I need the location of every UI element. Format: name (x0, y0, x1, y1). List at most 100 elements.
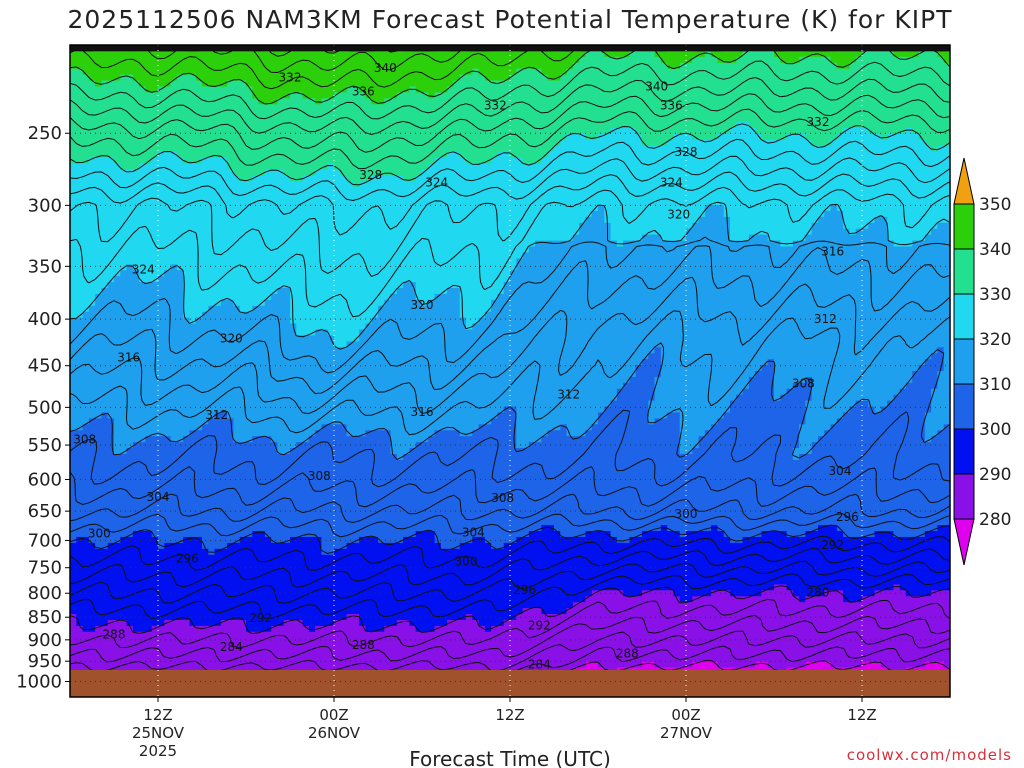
band-cell (127, 69, 134, 76)
band-cell (843, 134, 850, 141)
band-cell (171, 122, 178, 129)
band-cell (196, 51, 203, 58)
band-cell (705, 110, 712, 117)
band-cell (699, 110, 706, 117)
band-cell (277, 158, 284, 165)
band-cell (284, 140, 291, 147)
band-cell (692, 110, 699, 117)
band-cell (611, 69, 618, 76)
band-cell (95, 57, 102, 64)
band-cell (541, 110, 548, 117)
band-cell (171, 164, 178, 171)
band-cell (900, 81, 907, 88)
band-cell (818, 98, 825, 105)
band-cell (793, 110, 800, 117)
band-cell (472, 134, 479, 141)
band-cell (875, 69, 882, 76)
band-cell (673, 69, 680, 76)
band-cell (233, 140, 240, 147)
band-cell (868, 128, 875, 135)
band-cell (76, 75, 83, 82)
band-cell (485, 86, 492, 93)
band-cell (774, 63, 781, 70)
band-cell (384, 116, 391, 123)
band-cell (259, 75, 266, 82)
band-cell (629, 158, 636, 165)
band-cell (447, 86, 454, 93)
band-cell (416, 152, 423, 159)
band-cell (831, 69, 838, 76)
band-cell (196, 140, 203, 147)
band-cell (824, 146, 831, 153)
band-cell (196, 164, 203, 171)
band-cell (378, 110, 385, 117)
band-cell (89, 122, 96, 129)
band-cell (774, 81, 781, 88)
band-cell (403, 110, 410, 117)
band-cell (711, 86, 718, 93)
band-cell (931, 116, 938, 123)
band-cell (548, 63, 555, 70)
band-cell (535, 134, 542, 141)
band-cell (422, 158, 429, 165)
band-cell (277, 146, 284, 153)
band-cell (554, 81, 561, 88)
band-cell (931, 98, 938, 105)
band-cell (177, 164, 184, 171)
band-cell (743, 146, 750, 153)
band-cell (152, 146, 159, 153)
band-cell (259, 69, 266, 76)
band-cell (881, 110, 888, 117)
band-cell (510, 146, 517, 153)
band-cell (604, 92, 611, 99)
band-cell (321, 92, 328, 99)
band-cell (623, 57, 630, 64)
band-cell (516, 104, 523, 111)
band-cell (171, 158, 178, 165)
band-cell (875, 104, 882, 111)
band-cell (881, 81, 888, 88)
band-cell (114, 69, 121, 76)
band-cell (127, 86, 134, 93)
band-cell (114, 81, 121, 88)
band-cell (397, 69, 404, 76)
band-cell (567, 140, 574, 147)
band-cell (164, 158, 171, 165)
band-cell (573, 158, 580, 165)
band-cell (177, 146, 184, 153)
band-cell (133, 128, 140, 135)
band-cell (422, 146, 429, 153)
band-cell (491, 128, 498, 135)
band-cell (887, 158, 894, 165)
band-cell (523, 152, 530, 159)
band-cell (730, 51, 737, 58)
band-cell (409, 146, 416, 153)
band-cell (541, 98, 548, 105)
band-cell (931, 122, 938, 129)
band-cell (196, 75, 203, 82)
band-cell (661, 51, 668, 58)
band-cell (755, 57, 762, 64)
band-cell (76, 86, 83, 93)
band-cell (900, 152, 907, 159)
band-cell (70, 86, 77, 93)
band-cell (227, 86, 234, 93)
band-cell (900, 69, 907, 76)
band-cell (221, 128, 228, 135)
band-cell (912, 104, 919, 111)
band-cell (661, 146, 668, 153)
band-cell (246, 116, 253, 123)
band-cell (183, 75, 190, 82)
band-cell (831, 75, 838, 82)
band-cell (101, 164, 108, 171)
band-cell (529, 75, 536, 82)
band-cell (875, 51, 882, 58)
band-cell (755, 158, 762, 165)
band-cell (108, 86, 115, 93)
band-cell (466, 63, 473, 70)
band-cell (925, 98, 932, 105)
band-cell (818, 104, 825, 111)
band-cell (529, 51, 536, 58)
band-cell (818, 92, 825, 99)
band-cell (611, 63, 618, 70)
